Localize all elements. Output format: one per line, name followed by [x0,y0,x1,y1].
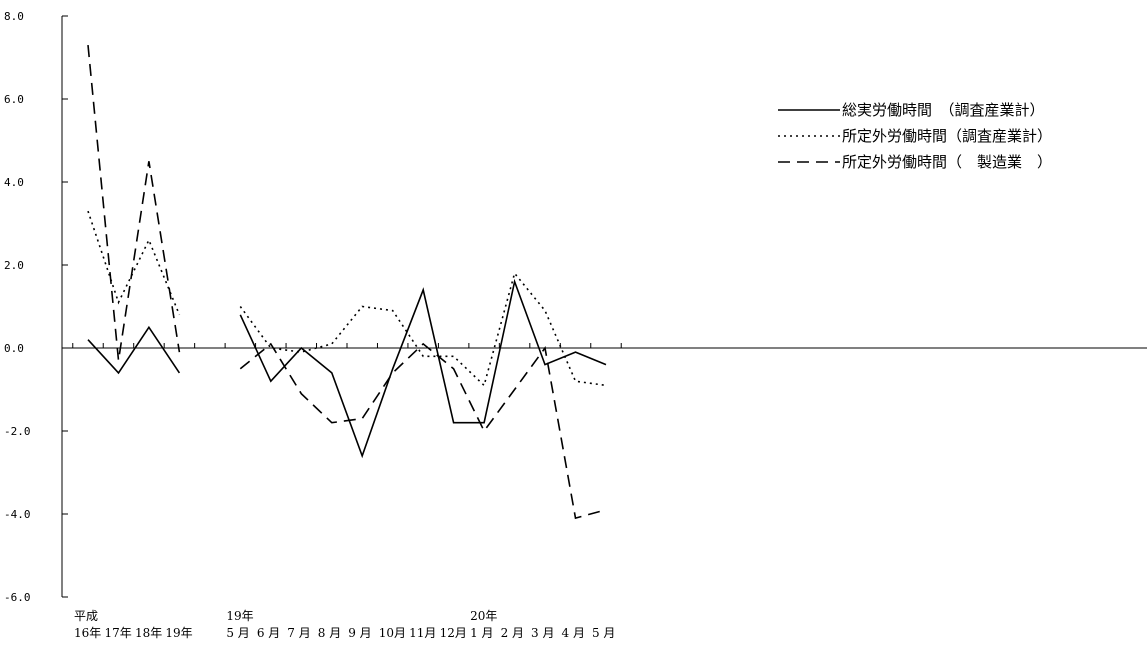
series-line-3 [87,45,181,361]
x-tick-label: 3 月 [531,626,554,640]
x-tick-label-top: 20年 [470,609,497,623]
y-tick-label: 8.0 [4,10,24,23]
x-tick-label: 6 月 [257,626,280,640]
x-tick-label: 11月 [409,626,436,640]
legend-label-2: 所定外労働時間（調査産業計） [842,127,1052,145]
x-tick-label: 10月 [379,626,406,640]
series-line-3 [239,342,607,520]
y-tick-label: 2.0 [4,259,24,272]
y-tick-label: -6.0 [4,591,31,604]
x-tick-label: 1 月 [470,626,493,640]
x-tick-label: 9 月 [348,626,371,640]
series-line-2 [239,271,607,387]
y-tick-label: 6.0 [4,93,24,106]
x-tick-label: 17年 [104,626,131,640]
x-tick-label: 7 月 [287,626,310,640]
x-tick-label: 5 月 [592,626,615,640]
x-tick-label: 8 月 [318,626,341,640]
x-tick-label: 2 月 [501,626,524,640]
x-tick-label: 4 月 [562,626,585,640]
series-lines [87,45,607,520]
x-tick-label: 5 月 [226,626,249,640]
y-tick-label: 0.0 [4,342,24,355]
x-tick-label: 16年 [74,626,101,640]
series-line-1 [239,278,607,459]
x-tick-label: 12月 [440,626,467,640]
y-axis-ticks: 8.0 6.0 4.0 2.0 0.0 -2.0 -4.0 -6.0 [4,10,68,604]
y-tick-label: -2.0 [4,425,31,438]
x-tick-label: 18年 [135,626,162,640]
axes [61,16,1147,597]
legend: 総実労働時間 （調査産業計） 所定外労働時間（調査産業計） 所定外労働時間（ 製造業… [778,101,1052,171]
x-tick-label: 19年 [165,626,192,640]
y-tick-label: 4.0 [4,176,24,189]
x-tick-label-top: 平成 [74,609,98,623]
series-line-1 [87,325,181,375]
legend-label-1: 総実労働時間 （調査産業計） [842,101,1045,119]
legend-label-3: 所定外労働時間（ 製造業 ） [842,153,1052,171]
series-line-2 [87,210,181,316]
y-tick-label: -4.0 [4,508,31,521]
x-tick-label-top: 19年 [226,609,253,623]
